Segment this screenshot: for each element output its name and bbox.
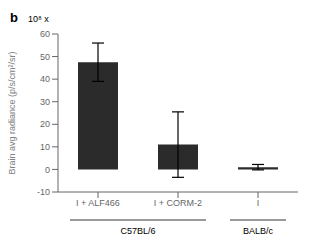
svg-text:0: 0	[45, 165, 50, 175]
svg-text:10⁸ x: 10⁸ x	[28, 14, 49, 24]
svg-text:50: 50	[40, 52, 50, 62]
svg-text:60: 60	[40, 29, 50, 39]
svg-text:I + ALF466: I + ALF466	[76, 198, 120, 208]
svg-text:20: 20	[40, 119, 50, 129]
svg-text:-10: -10	[37, 187, 50, 197]
svg-text:10: 10	[40, 142, 50, 152]
svg-text:BALB/c: BALB/c	[243, 226, 274, 236]
svg-text:b: b	[10, 10, 18, 25]
svg-text:I + CORM-2: I + CORM-2	[154, 198, 202, 208]
svg-text:30: 30	[40, 97, 50, 107]
svg-text:C57BL/6: C57BL/6	[120, 226, 155, 236]
svg-text:I: I	[257, 198, 260, 208]
svg-text:40: 40	[40, 74, 50, 84]
svg-text:Brain avg radiance (p/s/cm²/sr: Brain avg radiance (p/s/cm²/sr)	[8, 51, 17, 174]
